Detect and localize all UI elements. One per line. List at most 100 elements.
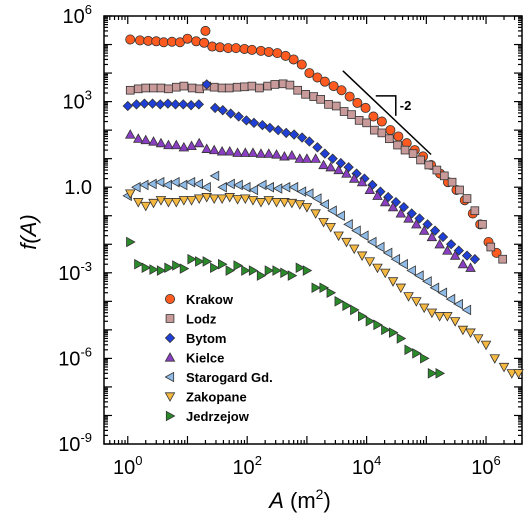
data-point — [387, 277, 399, 287]
data-point — [179, 81, 189, 91]
data-point — [418, 303, 430, 314]
data-point — [193, 178, 203, 190]
data-point — [124, 129, 136, 139]
data-point — [233, 260, 243, 271]
data-point — [270, 80, 280, 89]
legend-marker — [164, 392, 176, 402]
data-point — [201, 181, 211, 193]
data-point — [294, 200, 306, 210]
data-point — [288, 129, 300, 140]
data-point — [214, 42, 225, 53]
data-point — [339, 107, 349, 116]
plot-frame — [103, 15, 523, 445]
data-point — [131, 181, 141, 193]
data-point — [449, 250, 461, 260]
data-point — [195, 84, 204, 94]
y-tick-label: 1.0 — [64, 177, 92, 199]
data-point — [187, 83, 197, 93]
data-point — [280, 267, 290, 279]
legend: Krakow Lodz Bytom Kielce Starogard Gd. Zakopa… — [164, 292, 273, 424]
x-axis-label-close: ) — [323, 488, 330, 513]
data-point — [420, 353, 430, 364]
data-point — [255, 198, 267, 208]
data-point — [186, 140, 197, 150]
legend-label: Kielce — [186, 351, 224, 366]
x-axis-label-main: A — [267, 488, 284, 513]
data-point — [360, 102, 371, 113]
legend-marker — [164, 293, 175, 304]
data-point — [372, 190, 383, 200]
data-point — [411, 218, 422, 229]
data-point — [414, 213, 425, 224]
data-point — [365, 315, 376, 327]
series-starogard-gd- — [122, 170, 472, 316]
data-point — [412, 348, 422, 359]
data-point — [247, 196, 259, 206]
data-point — [445, 293, 456, 305]
data-point — [480, 340, 492, 351]
data-point — [246, 44, 257, 55]
data-point — [155, 99, 166, 110]
data-point — [263, 46, 274, 57]
data-point — [457, 325, 469, 336]
data-point — [147, 98, 158, 109]
data-point — [218, 258, 228, 270]
data-point — [352, 97, 363, 108]
data-point — [434, 238, 445, 249]
data-point — [470, 206, 480, 216]
data-point — [364, 257, 376, 267]
data-point — [393, 140, 402, 150]
data-point — [377, 128, 387, 138]
data-point — [374, 241, 385, 253]
data-point — [122, 100, 133, 112]
slope-annotation: -2 — [342, 70, 432, 156]
data-point — [164, 84, 173, 94]
data-point — [354, 116, 364, 125]
data-point — [248, 184, 259, 196]
data-point — [156, 83, 166, 93]
data-point — [272, 48, 283, 59]
data-point — [156, 265, 167, 276]
data-point — [272, 183, 283, 194]
data-point — [286, 149, 298, 160]
data-point — [472, 334, 484, 344]
data-point — [358, 310, 368, 322]
data-point — [186, 196, 197, 206]
data-point — [286, 198, 298, 209]
data-point — [149, 83, 158, 93]
data-point — [279, 150, 290, 161]
data-point — [232, 82, 242, 92]
data-point — [179, 263, 190, 274]
data-point — [426, 308, 438, 319]
y-tick-label: 10-6 — [58, 344, 92, 370]
data-point — [356, 251, 368, 262]
data-point — [263, 196, 275, 206]
data-point — [437, 231, 449, 243]
data-point — [372, 263, 383, 274]
data-point — [304, 136, 315, 147]
data-point — [247, 81, 257, 91]
data-point — [185, 99, 197, 111]
legend-marker — [164, 332, 176, 344]
data-point — [138, 179, 149, 191]
data-point — [185, 176, 196, 188]
data-point — [209, 170, 220, 182]
data-point — [390, 253, 401, 265]
data-point — [469, 254, 481, 265]
data-point — [406, 265, 416, 276]
data-point — [201, 79, 212, 90]
data-point — [224, 193, 236, 203]
data-point — [263, 148, 275, 158]
data-point — [489, 354, 501, 364]
series-zakopane — [124, 189, 524, 379]
data-point — [316, 95, 325, 104]
data-point — [318, 217, 329, 228]
data-point — [348, 244, 360, 255]
data-point — [272, 265, 282, 276]
data-point — [199, 37, 210, 48]
data-point — [301, 203, 313, 213]
data-point — [432, 165, 442, 175]
data-point — [172, 260, 182, 271]
y-axis-label: f(A) — [16, 214, 41, 249]
